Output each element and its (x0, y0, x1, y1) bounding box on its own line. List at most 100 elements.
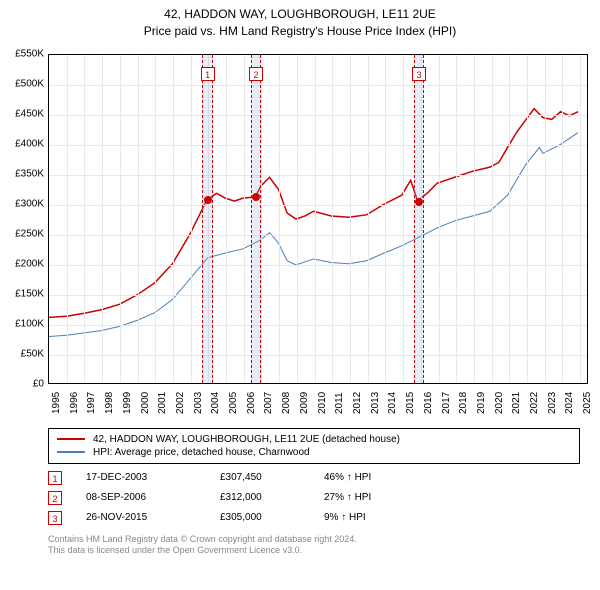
x-tick-label: 2013 (370, 391, 381, 413)
gridline-horizontal (49, 145, 587, 146)
x-tick-label: 2008 (281, 391, 292, 413)
event-price: £305,000 (220, 512, 300, 523)
event-diff: 46% ↑ HPI (324, 472, 404, 483)
gridline-vertical (368, 55, 369, 383)
chart-lines-svg (49, 55, 587, 383)
legend-swatch (57, 451, 85, 453)
gridline-vertical (385, 55, 386, 383)
gridline-vertical (261, 55, 262, 383)
gridline-vertical (138, 55, 139, 383)
gridline-horizontal (49, 115, 587, 116)
x-tick-label: 2023 (547, 391, 558, 413)
x-tick-label: 2007 (263, 391, 274, 413)
gridline-vertical (456, 55, 457, 383)
event-date: 26-NOV-2015 (86, 512, 196, 523)
gridline-horizontal (49, 325, 587, 326)
event-date: 17-DEC-2003 (86, 472, 196, 483)
gridline-vertical (439, 55, 440, 383)
event-marker-box: 1 (201, 67, 215, 81)
gridline-vertical (84, 55, 85, 383)
legend-row: HPI: Average price, detached house, Char… (57, 446, 571, 459)
gridline-horizontal (49, 85, 587, 86)
gridline-vertical (545, 55, 546, 383)
event-diff: 27% ↑ HPI (324, 492, 404, 503)
gridline-horizontal (49, 235, 587, 236)
event-diff: 9% ↑ HPI (324, 512, 404, 523)
x-tick-label: 2009 (299, 391, 310, 413)
gridline-vertical (191, 55, 192, 383)
events-table: 117-DEC-2003£307,45046% ↑ HPI208-SEP-200… (48, 468, 580, 528)
chart-area: 123 £0£50K£100K£150K£200K£250K£300K£350K… (0, 44, 600, 424)
gridline-vertical (297, 55, 298, 383)
event-dot (252, 193, 260, 201)
gridline-vertical (120, 55, 121, 383)
event-marker-box: 2 (249, 67, 263, 81)
gridline-vertical (226, 55, 227, 383)
y-tick-label: £100K (4, 318, 44, 329)
event-marker-box: 3 (412, 67, 426, 81)
event-table-row: 326-NOV-2015£305,0009% ↑ HPI (48, 508, 580, 528)
footer-line1: Contains HM Land Registry data © Crown c… (48, 534, 580, 546)
gridline-vertical (332, 55, 333, 383)
event-number-box: 2 (48, 491, 62, 505)
x-tick-label: 2006 (246, 391, 257, 413)
legend-label: 42, HADDON WAY, LOUGHBOROUGH, LE11 2UE (… (93, 434, 400, 445)
y-tick-label: £250K (4, 228, 44, 239)
gridline-vertical (315, 55, 316, 383)
footer-line2: This data is licensed under the Open Gov… (48, 545, 580, 557)
y-tick-label: £150K (4, 288, 44, 299)
legend-label: HPI: Average price, detached house, Char… (93, 447, 310, 458)
event-band (251, 55, 262, 383)
x-tick-label: 1997 (86, 391, 97, 413)
x-tick-label: 1996 (69, 391, 80, 413)
x-tick-label: 2001 (157, 391, 168, 413)
plot-region: 1 2 3 (48, 54, 588, 384)
event-table-row: 208-SEP-2006£312,00027% ↑ HPI (48, 488, 580, 508)
x-tick-label: 2014 (387, 391, 398, 413)
legend-box: 42, HADDON WAY, LOUGHBOROUGH, LE11 2UE (… (48, 428, 580, 464)
event-number-box: 1 (48, 471, 62, 485)
gridline-horizontal (49, 205, 587, 206)
gridline-vertical (102, 55, 103, 383)
gridline-vertical (403, 55, 404, 383)
event-price: £312,000 (220, 492, 300, 503)
x-tick-label: 2015 (405, 391, 416, 413)
x-tick-label: 2000 (140, 391, 151, 413)
gridline-vertical (492, 55, 493, 383)
y-tick-label: £200K (4, 258, 44, 269)
gridline-vertical (173, 55, 174, 383)
gridline-vertical (350, 55, 351, 383)
y-tick-label: £450K (4, 108, 44, 119)
title-block: 42, HADDON WAY, LOUGHBOROUGH, LE11 2UE P… (0, 0, 600, 44)
gridline-vertical (155, 55, 156, 383)
footer-attribution: Contains HM Land Registry data © Crown c… (48, 534, 580, 557)
y-tick-label: £350K (4, 168, 44, 179)
chart-container: 42, HADDON WAY, LOUGHBOROUGH, LE11 2UE P… (0, 0, 600, 557)
gridline-vertical (509, 55, 510, 383)
x-tick-label: 2011 (334, 392, 345, 414)
gridline-horizontal (49, 355, 587, 356)
x-tick-label: 2005 (228, 391, 239, 413)
x-tick-label: 2003 (193, 391, 204, 413)
legend-row: 42, HADDON WAY, LOUGHBOROUGH, LE11 2UE (… (57, 433, 571, 446)
x-tick-label: 2019 (476, 391, 487, 413)
y-tick-label: £50K (4, 348, 44, 359)
x-tick-label: 2018 (458, 391, 469, 413)
event-dot (204, 196, 212, 204)
gridline-horizontal (49, 265, 587, 266)
x-tick-label: 2017 (441, 391, 452, 413)
y-tick-label: £300K (4, 198, 44, 209)
gridline-vertical (474, 55, 475, 383)
y-tick-label: £400K (4, 138, 44, 149)
x-tick-label: 2025 (582, 391, 593, 413)
event-table-row: 1 17-DEC-2003 £307,450 46% ↑ HPI (48, 468, 580, 488)
x-tick-label: 2002 (175, 391, 186, 413)
x-tick-label: 1998 (104, 391, 115, 413)
y-tick-label: £550K (4, 48, 44, 59)
title-subtitle: Price paid vs. HM Land Registry's House … (0, 23, 600, 40)
x-tick-label: 2021 (511, 391, 522, 413)
gridline-vertical (279, 55, 280, 383)
gridline-vertical (244, 55, 245, 383)
x-tick-label: 2024 (564, 391, 575, 413)
event-price: £307,450 (220, 472, 300, 483)
